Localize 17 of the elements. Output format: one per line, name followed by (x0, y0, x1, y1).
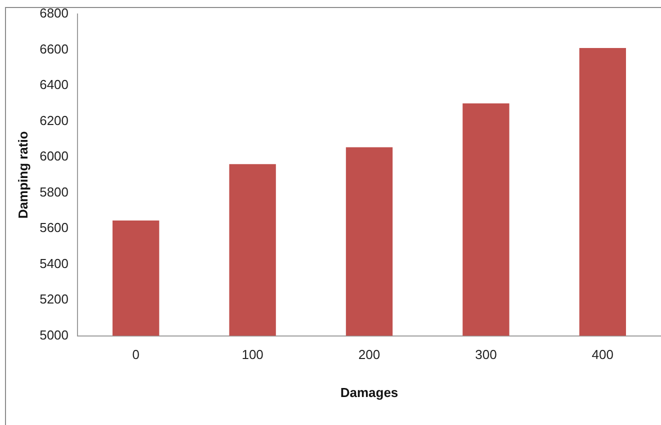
y-tick-label: 6000 (40, 148, 69, 164)
x-tick-label: 400 (592, 347, 614, 362)
y-axis-title: Damping ratio (15, 131, 30, 219)
y-tick-label: 6600 (40, 41, 69, 56)
x-axis-title: Damages (340, 384, 398, 400)
y-tick-label: 5600 (40, 220, 69, 236)
y-tick-label: 6800 (40, 6, 69, 21)
y-tick-label: 5400 (40, 256, 69, 271)
y-tick-label: 5200 (40, 292, 69, 307)
x-tick-label: 200 (358, 347, 380, 362)
y-tick-label: 5000 (40, 327, 69, 342)
x-tick-label: 0 (132, 347, 140, 362)
y-tick-label: 5800 (40, 184, 69, 200)
y-tick-label: 6200 (40, 112, 69, 128)
x-tick-label: 100 (242, 347, 264, 362)
x-tick-label: 300 (475, 347, 497, 362)
y-tick-label: 6400 (40, 77, 69, 92)
